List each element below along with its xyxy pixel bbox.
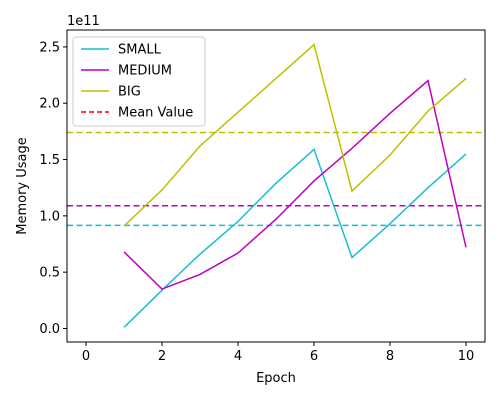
series-line-big <box>123 43 467 227</box>
legend-label-medium: MEDIUM <box>118 64 172 79</box>
series-line-small <box>123 148 467 328</box>
legend-label-big: BIG <box>118 85 141 100</box>
plot-frame <box>66 29 486 343</box>
y-tick-label: 0.0 <box>39 322 60 337</box>
legend-label-small: SMALL <box>118 43 162 58</box>
x-tick-label: 6 <box>310 349 318 364</box>
plot-area <box>67 43 485 328</box>
y-tick-label: 2.5 <box>39 40 60 55</box>
x-tick-label: 2 <box>158 349 166 364</box>
y-tick-label: 1.5 <box>39 153 60 168</box>
y-axis-label: Memory Usage <box>15 137 30 235</box>
y-tick-label: 1.0 <box>39 209 60 224</box>
x-axis: 0 2 4 6 8 10 <box>82 342 474 364</box>
y-offset-text: 1e11 <box>67 14 100 29</box>
x-tick-label: 8 <box>386 349 394 364</box>
x-tick-label: 4 <box>234 349 242 364</box>
y-axis: 0.0 0.5 1.0 1.5 2.0 2.5 <box>39 40 67 337</box>
x-tick-label: 10 <box>458 349 475 364</box>
y-tick-label: 0.5 <box>39 266 60 281</box>
x-tick-label: 0 <box>82 349 90 364</box>
series-line-medium <box>123 79 467 290</box>
legend: SMALL MEDIUM BIG Mean Value <box>72 36 206 127</box>
legend-box <box>72 36 206 127</box>
y-tick-label: 2.0 <box>39 97 60 112</box>
legend-label-mean-value: Mean Value <box>118 106 193 121</box>
x-axis-label: Epoch <box>256 371 296 386</box>
